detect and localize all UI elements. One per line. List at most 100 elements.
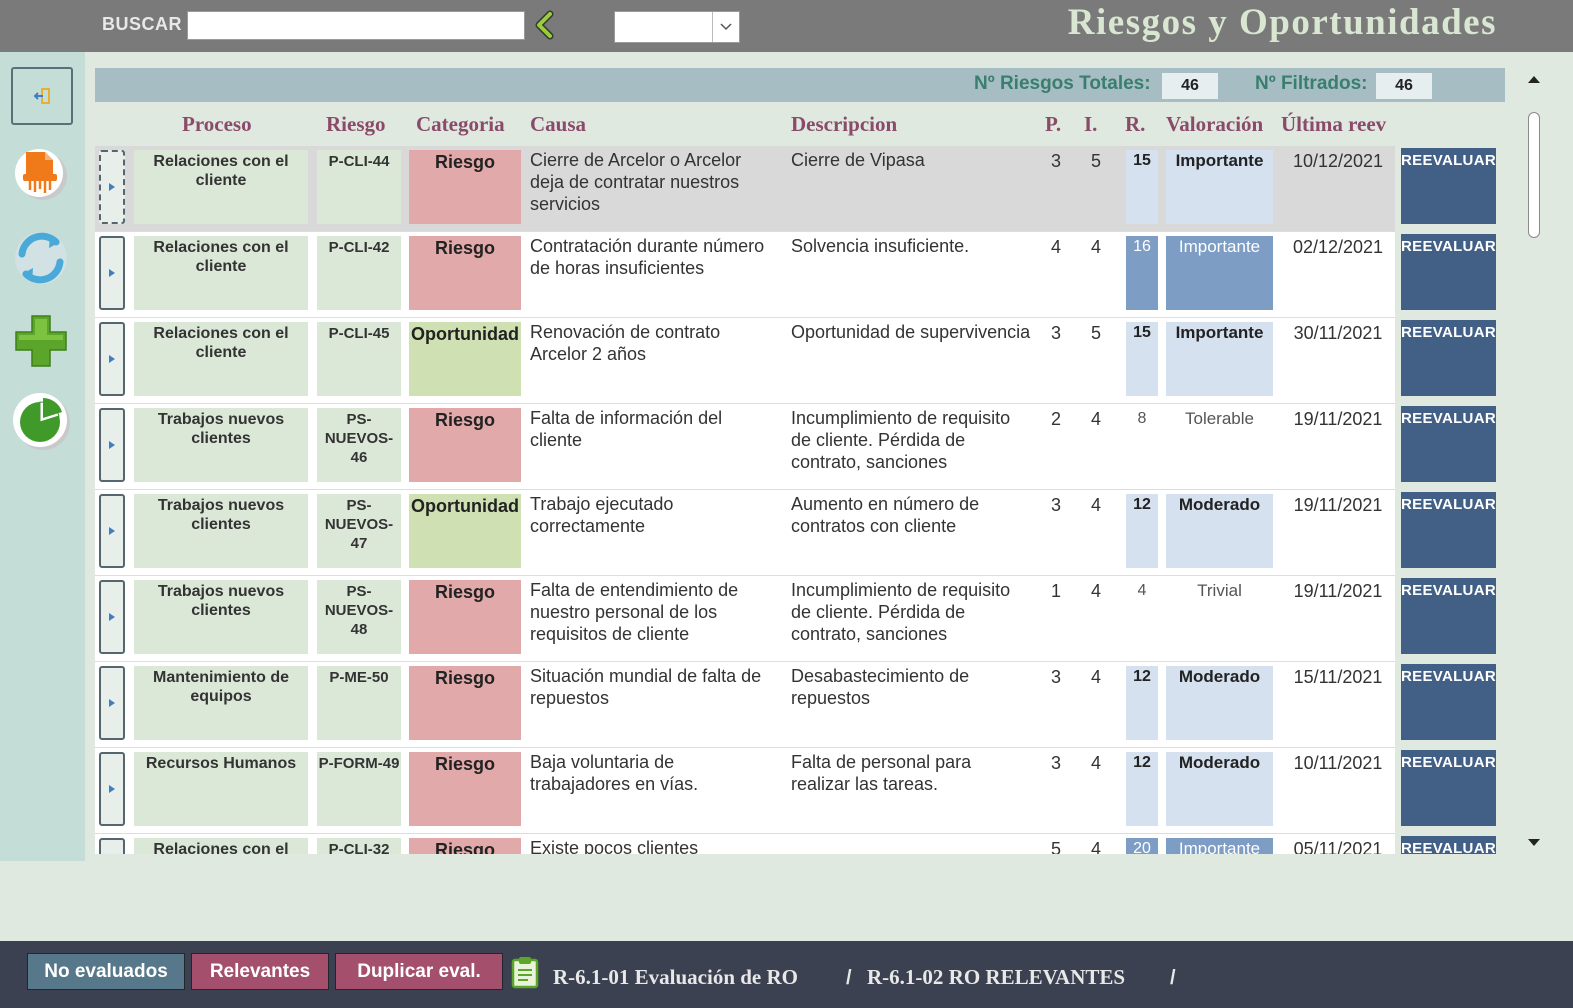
table-row[interactable]: Relaciones con el cliente P-CLI-32 Riesgo E…	[95, 834, 1395, 854]
col-header-r[interactable]: R.	[1125, 112, 1146, 136]
duplicar-eval-button[interactable]: Duplicar eval.	[335, 953, 503, 990]
clipboard-icon[interactable]	[510, 955, 540, 989]
col-header-descripcion[interactable]: Descripcion	[791, 112, 898, 136]
refresh-icon[interactable]	[10, 226, 72, 288]
categoria-cell[interactable]: Riesgo	[409, 666, 521, 740]
proceso-cell[interactable]: Trabajos nuevos clientes	[134, 494, 308, 568]
reevaluar-button[interactable]: REEVALUAR	[1401, 492, 1496, 568]
reevaluar-button[interactable]: REEVALUAR	[1401, 664, 1496, 740]
row-selector[interactable]	[99, 236, 125, 310]
table-row[interactable]: Trabajos nuevos clientes PS-NUEVOS-46 Ries…	[95, 404, 1395, 490]
riesgo-code-cell[interactable]: P-CLI-45	[317, 322, 401, 396]
categoria-cell[interactable]: Riesgo	[409, 408, 521, 482]
riesgo-code-cell[interactable]: P-ME-50	[317, 666, 401, 740]
import-document-icon[interactable]	[10, 140, 72, 202]
descripcion-cell[interactable]: Incumplimiento de requisito de cliente. …	[791, 580, 1011, 644]
descripcion-cell[interactable]	[791, 837, 1031, 854]
descripcion-cell[interactable]: Aumento en número de contratos con clien…	[791, 494, 980, 536]
riesgo-code-cell[interactable]: P-CLI-32	[317, 838, 401, 854]
table-row[interactable]: Mantenimiento de equipos P-ME-50 Riesgo Sit…	[95, 662, 1395, 748]
scroll-down-icon[interactable]	[1527, 838, 1541, 848]
categoria-cell[interactable]: Riesgo	[409, 236, 521, 310]
descripcion-cell[interactable]: Falta de personal para realizar las tare…	[791, 752, 972, 794]
doc-link-relevantes[interactable]: R-6.1-02 RO RELEVANTES	[867, 965, 1126, 989]
categoria-cell[interactable]: Oportunidad	[409, 322, 521, 396]
descripcion-cell[interactable]: Incumplimiento de requisito de cliente. …	[791, 408, 1011, 472]
relevantes-button[interactable]: Relevantes	[191, 953, 329, 990]
row-selector[interactable]	[99, 838, 125, 854]
exit-button[interactable]	[11, 67, 73, 125]
causa-cell[interactable]: Falta de información del cliente	[530, 408, 723, 450]
causa-cell[interactable]: Existe pocos clientes	[530, 838, 699, 854]
causa-cell[interactable]: Situación mundial de falta de repuestos	[530, 666, 762, 708]
chevron-down-icon[interactable]	[712, 12, 739, 42]
riesgo-code-cell[interactable]: P-FORM-49	[317, 752, 401, 826]
doc-link-evaluacion[interactable]: R-6.1-01 Evaluación de RO	[553, 965, 799, 989]
row-selector[interactable]	[99, 408, 125, 482]
categoria-cell[interactable]: Riesgo	[409, 580, 521, 654]
col-header-valoracion[interactable]: Valoración	[1166, 112, 1264, 136]
causa-cell[interactable]: Falta de entendimiento de nuestro person…	[530, 580, 739, 644]
col-header-riesgo[interactable]: Riesgo	[326, 112, 386, 136]
reevaluar-button[interactable]: REEVALUAR	[1401, 836, 1496, 854]
row-selector[interactable]	[99, 150, 125, 224]
proceso-cell[interactable]: Relaciones con el cliente	[134, 322, 308, 396]
table-row[interactable]: Recursos Humanos P-FORM-49 Riesgo Baja volu…	[95, 748, 1395, 834]
proceso-cell[interactable]: Relaciones con el cliente	[134, 838, 308, 854]
causa-cell[interactable]: Cierre de Arcelor o Arcelor deja de cont…	[530, 150, 742, 214]
reevaluar-button[interactable]: REEVALUAR	[1401, 750, 1496, 826]
row-selector[interactable]	[99, 322, 125, 396]
reevaluar-button[interactable]: REEVALUAR	[1401, 406, 1496, 482]
filter-dropdown[interactable]	[614, 11, 740, 43]
riesgo-code-cell[interactable]: PS-NUEVOS-46	[317, 408, 401, 482]
reevaluar-button[interactable]: REEVALUAR	[1401, 148, 1496, 224]
descripcion-cell[interactable]: Cierre de Vipasa	[791, 150, 925, 170]
table-row[interactable]: Relaciones con el cliente P-CLI-42 Riesgo C…	[95, 232, 1395, 318]
proceso-cell[interactable]: Relaciones con el cliente	[134, 150, 308, 224]
riesgo-code-cell[interactable]: P-CLI-42	[317, 236, 401, 310]
causa-cell[interactable]: Contratación durante número de horas ins…	[530, 236, 765, 278]
riesgo-code-cell[interactable]: PS-NUEVOS-47	[317, 494, 401, 568]
row-selector[interactable]	[99, 666, 125, 740]
proceso-cell[interactable]: Trabajos nuevos clientes	[134, 408, 308, 482]
categoria-cell[interactable]: Riesgo	[409, 838, 521, 854]
reevaluar-button[interactable]: REEVALUAR	[1401, 320, 1496, 396]
table-row[interactable]: Relaciones con el cliente P-CLI-45 Oportun…	[95, 318, 1395, 404]
descripcion-cell[interactable]: Solvencia insuficiente.	[791, 236, 970, 256]
row-selector[interactable]	[99, 494, 125, 568]
col-header-ultima[interactable]: Última reev	[1281, 112, 1387, 136]
col-header-categoria[interactable]: Categoria	[416, 112, 505, 136]
descripcion-cell[interactable]: Desabastecimiento de repuestos	[791, 666, 970, 708]
pie-chart-icon[interactable]	[10, 390, 72, 452]
reevaluar-button[interactable]: REEVALUAR	[1401, 578, 1496, 654]
causa-cell[interactable]: Baja voluntaria de trabajadores en vías.	[530, 752, 699, 794]
col-header-causa[interactable]: Causa	[530, 112, 587, 136]
col-header-p[interactable]: P.	[1045, 112, 1062, 136]
clear-search-arrow-icon[interactable]	[531, 10, 559, 40]
proceso-cell[interactable]: Recursos Humanos	[134, 752, 308, 826]
causa-cell[interactable]: Renovación de contrato Arcelor 2 años	[530, 322, 721, 364]
scroll-up-icon[interactable]	[1527, 74, 1541, 84]
scrollbar[interactable]	[1521, 68, 1547, 854]
table-row[interactable]: Relaciones con el cliente P-CLI-44 Riesgo C…	[95, 146, 1395, 232]
scroll-thumb[interactable]	[1528, 112, 1540, 238]
col-header-i[interactable]: I.	[1084, 112, 1098, 136]
riesgo-code-cell[interactable]: PS-NUEVOS-48	[317, 580, 401, 654]
table-row[interactable]: Trabajos nuevos clientes PS-NUEVOS-47 Opor…	[95, 490, 1395, 576]
row-selector[interactable]	[99, 580, 125, 654]
no-evaluados-button[interactable]: No evaluados	[27, 953, 185, 990]
riesgo-code-cell[interactable]: P-CLI-44	[317, 150, 401, 224]
proceso-cell[interactable]: Relaciones con el cliente	[134, 236, 308, 310]
col-header-proceso[interactable]: Proceso	[182, 112, 252, 136]
proceso-cell[interactable]: Trabajos nuevos clientes	[134, 580, 308, 654]
add-icon[interactable]	[10, 310, 72, 372]
reevaluar-button[interactable]: REEVALUAR	[1401, 234, 1496, 310]
proceso-cell[interactable]: Mantenimiento de equipos	[134, 666, 308, 740]
causa-cell[interactable]: Trabajo ejecutado correctamente	[530, 494, 674, 536]
categoria-cell[interactable]: Oportunidad	[409, 494, 521, 568]
row-selector[interactable]	[99, 752, 125, 826]
search-input[interactable]	[187, 11, 525, 40]
categoria-cell[interactable]: Riesgo	[409, 150, 521, 224]
categoria-cell[interactable]: Riesgo	[409, 752, 521, 826]
table-row[interactable]: Trabajos nuevos clientes PS-NUEVOS-48 Ries…	[95, 576, 1395, 662]
